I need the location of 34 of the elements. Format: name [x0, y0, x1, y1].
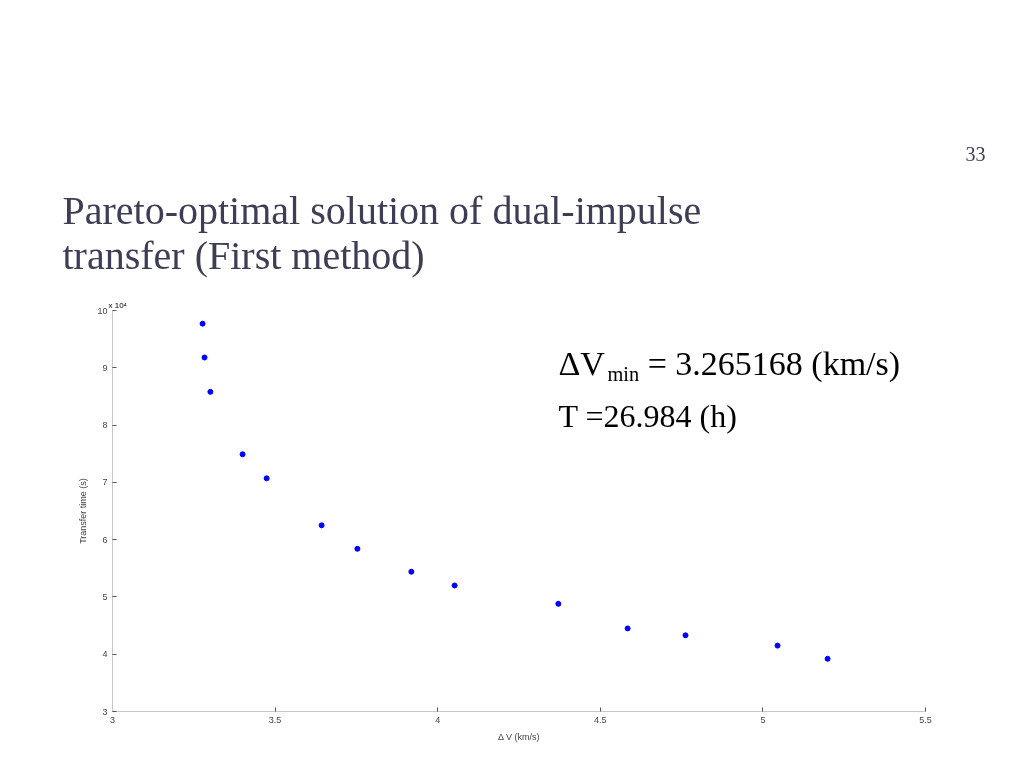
text: x 10⁴: [108, 300, 128, 310]
x-axis-title: Δ V (km/s): [498, 731, 540, 742]
y-axis-title: Transfer time (s): [78, 478, 89, 544]
point: [408, 568, 415, 575]
point: [263, 475, 270, 482]
x-tick-label: 5: [760, 714, 766, 725]
point: [624, 625, 631, 632]
x-tick-label: 3: [110, 714, 116, 725]
point: [451, 582, 458, 589]
text: 33: [965, 142, 986, 165]
y-tick-label: 8: [102, 420, 108, 431]
x-tick-label: 5.5: [919, 714, 932, 725]
point: [201, 354, 208, 361]
y-tick-label: 3: [102, 706, 108, 717]
x-tick-label: 3.5: [268, 714, 282, 725]
y-tick-label: 9: [102, 362, 108, 373]
point: [824, 655, 831, 662]
annotation: T =26.984 (h): [558, 397, 737, 434]
x-tick-label: 4.5: [594, 714, 607, 725]
point: [774, 642, 781, 649]
point: [682, 632, 689, 639]
point: [239, 451, 246, 458]
x-tick-label: 4: [435, 714, 441, 725]
point: [354, 545, 361, 552]
point: [207, 388, 214, 395]
y-tick-label: 6: [102, 534, 108, 545]
chart-title: Pareto-optimal solution of dual-impulse transfer (First method): [62, 187, 702, 278]
point: [318, 522, 325, 529]
y-tick-label: 5: [102, 591, 108, 602]
point: [199, 320, 206, 327]
y-tick-label: 10: [97, 305, 108, 316]
y-tick-label: 4: [102, 649, 108, 660]
y-tick-label: 7: [102, 477, 108, 488]
point: [555, 600, 562, 607]
